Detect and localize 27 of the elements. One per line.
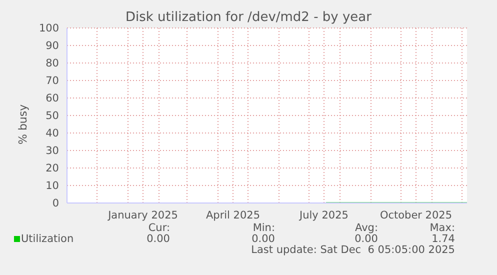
text: Avg: <box>354 222 378 234</box>
x-tick-label: April 2025 <box>206 209 260 222</box>
y-tick-label: 0 <box>52 198 59 210</box>
text: Min: <box>252 222 275 234</box>
y-tick-label: 80 <box>46 58 59 70</box>
y-tick-label: 10 <box>46 180 59 192</box>
text: 0.00 <box>146 233 170 245</box>
legend-label: Utilization <box>20 233 74 245</box>
y-axis-title: % busy <box>16 104 30 144</box>
y-tick-label: 70 <box>46 75 59 88</box>
text: Cur: <box>147 222 170 234</box>
text: 0.00 <box>354 233 378 245</box>
text: 1.74 <box>432 233 455 245</box>
x-tick-label: January 2025 <box>107 209 178 222</box>
y-tick-label: 20 <box>46 162 59 175</box>
x-tick-label: July 2025 <box>298 209 348 222</box>
y-tick-label: 40 <box>46 128 59 140</box>
y-tick-label: 50 <box>46 110 59 122</box>
y-tick-label: 100 <box>38 22 59 35</box>
text: Max: <box>430 222 455 234</box>
x-tick-label: October 2025 <box>380 209 452 222</box>
text: Last update: Sat Dec 6 05:05:00 2025 <box>250 244 455 256</box>
chart-title: Disk utilization for /dev/md2 - by year <box>126 10 372 25</box>
y-tick-label: 90 <box>46 40 59 52</box>
y-tick-label: 60 <box>46 92 59 105</box>
text: 0.00 <box>250 233 275 245</box>
y-tick-label: 30 <box>46 145 59 158</box>
